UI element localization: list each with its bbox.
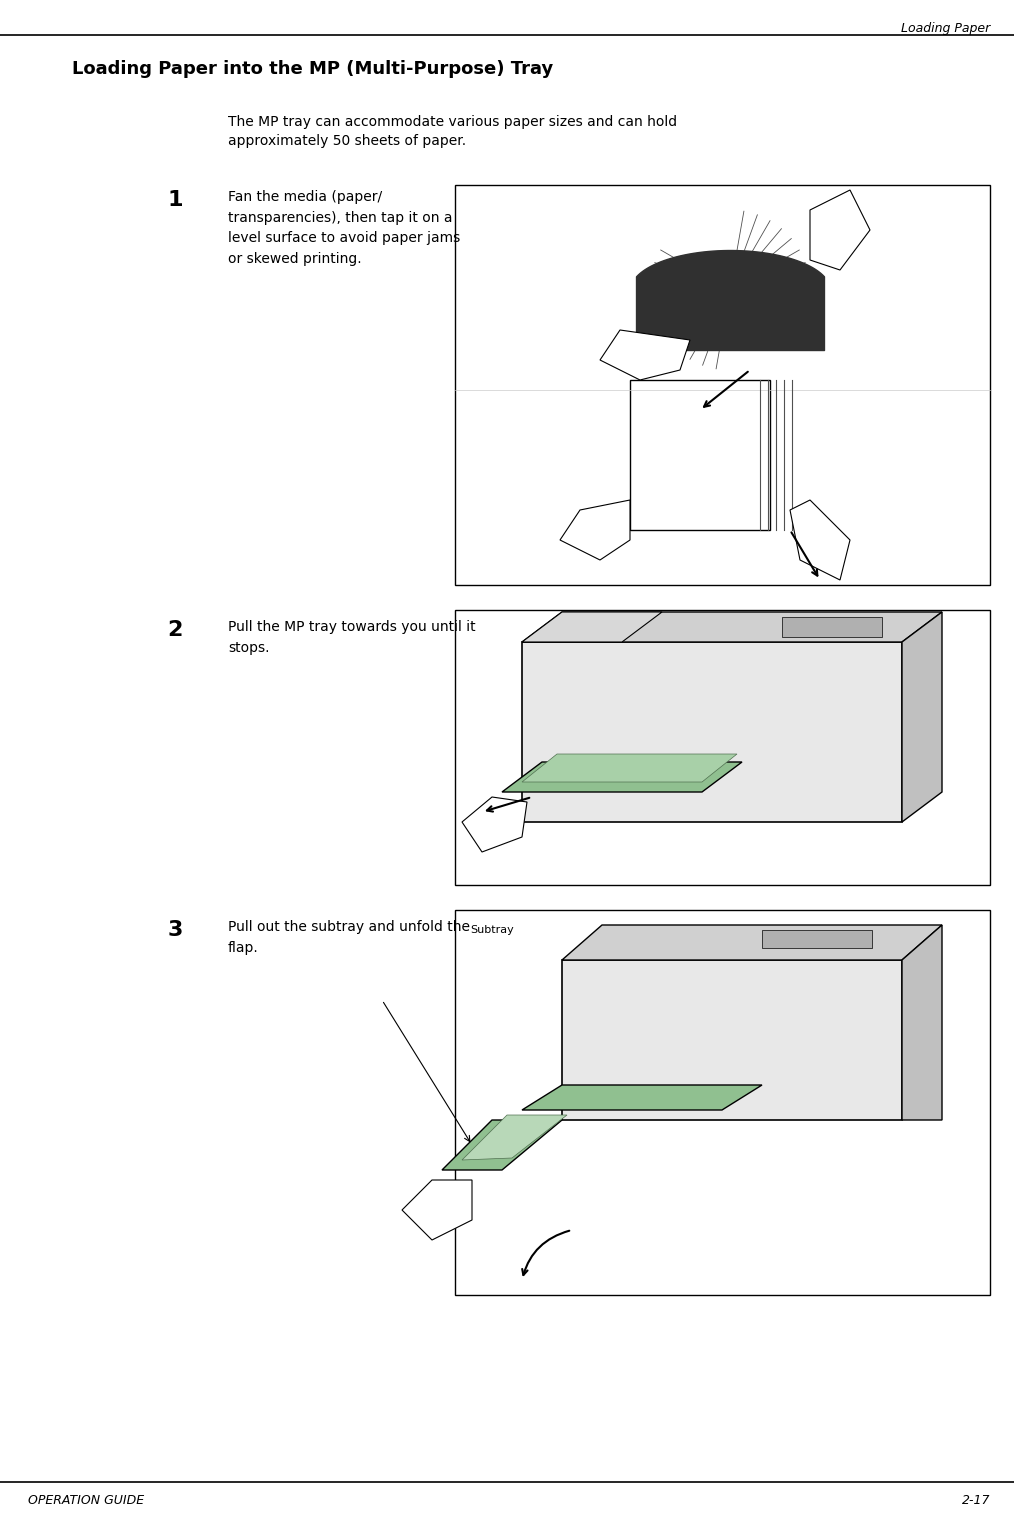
Polygon shape [502, 763, 742, 791]
Polygon shape [462, 1114, 567, 1160]
Bar [762, 929, 872, 948]
Polygon shape [560, 500, 630, 559]
Text: Loading Paper: Loading Paper [900, 23, 990, 35]
Polygon shape [402, 1179, 472, 1240]
Bar [782, 617, 882, 637]
Polygon shape [522, 612, 942, 641]
Bar [562, 960, 902, 1120]
Polygon shape [522, 1085, 762, 1110]
Polygon shape [600, 330, 690, 381]
Text: The MP tray can accommodate various paper sizes and can hold
approximately 50 sh: The MP tray can accommodate various pape… [228, 115, 677, 149]
Bar [455, 910, 990, 1295]
Polygon shape [562, 925, 942, 960]
Bar [455, 609, 990, 885]
Text: Pull out the subtray and unfold the
flap.: Pull out the subtray and unfold the flap… [228, 920, 470, 955]
Polygon shape [902, 612, 942, 822]
Bar [630, 381, 770, 531]
Polygon shape [902, 925, 942, 1120]
Text: 1: 1 [167, 190, 183, 211]
Polygon shape [810, 190, 870, 270]
Polygon shape [462, 797, 527, 852]
Polygon shape [522, 612, 662, 641]
Text: Loading Paper into the MP (Multi-Purpose) Tray: Loading Paper into the MP (Multi-Purpose… [72, 61, 554, 77]
Polygon shape [442, 1120, 562, 1170]
Text: Pull the MP tray towards you until it
stops.: Pull the MP tray towards you until it st… [228, 620, 476, 655]
Polygon shape [790, 500, 850, 581]
Text: Subtray: Subtray [470, 925, 514, 935]
Text: 2: 2 [167, 620, 183, 640]
Text: OPERATION GUIDE: OPERATION GUIDE [28, 1493, 144, 1507]
Bar [455, 185, 990, 585]
Bar [522, 641, 902, 822]
Text: Fan the media (paper/
transparencies), then tap it on a
level surface to avoid p: Fan the media (paper/ transparencies), t… [228, 190, 460, 265]
Polygon shape [522, 753, 737, 782]
Text: 2-17: 2-17 [961, 1493, 990, 1507]
Text: 3: 3 [167, 920, 183, 940]
